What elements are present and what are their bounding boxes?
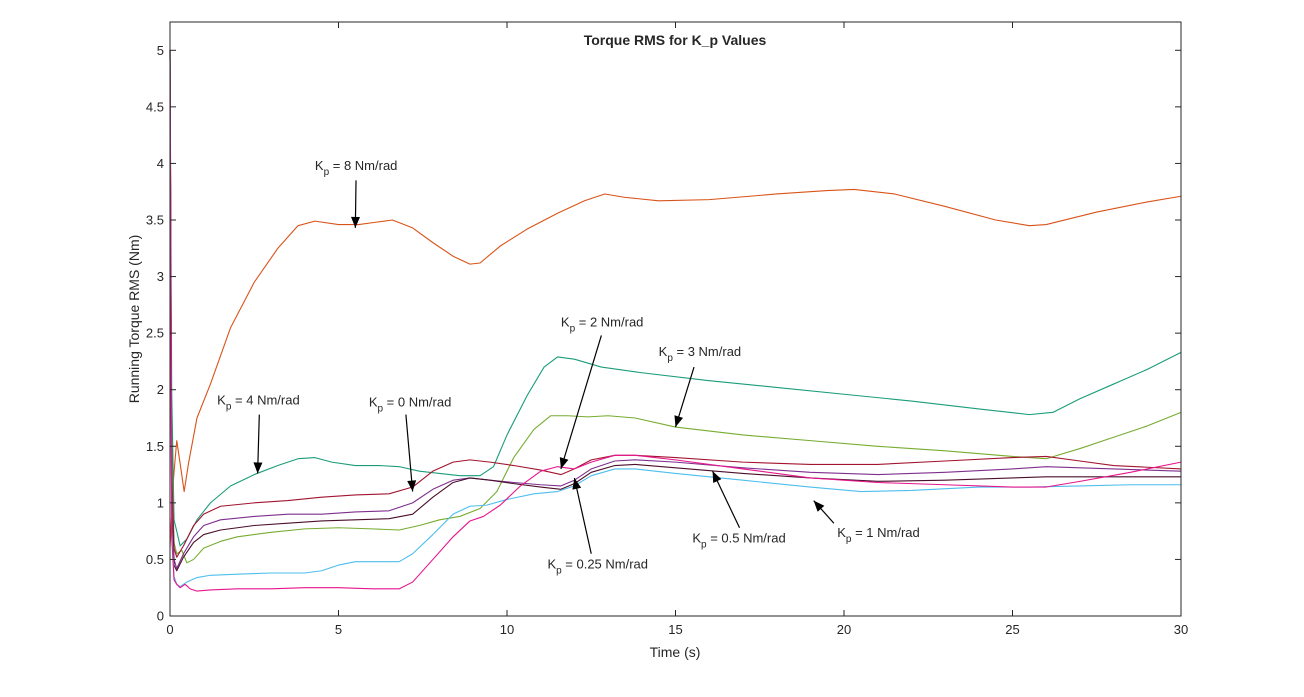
x-tick-label: 15	[668, 622, 682, 637]
series-line-6	[169, 50, 1181, 572]
y-tick-label: 0	[157, 609, 164, 624]
annotation-label-4: Kp = 2 Nm/rad	[561, 314, 644, 334]
y-tick-label: 2.5	[146, 326, 164, 341]
annotation-arrowhead-4	[559, 457, 569, 469]
annotations: Kp = 8 Nm/rad Kp = 4 Nm/rad Kp = 0 Nm/rad K…	[217, 158, 920, 576]
annotation-arrowhead-5	[674, 415, 684, 428]
series-line-8	[169, 50, 1182, 592]
annotation-arrowhead-2	[253, 462, 263, 474]
chart-title: Torque RMS for K_p Values	[584, 32, 767, 48]
annotation-label-3: Kp = 0 Nm/rad	[369, 395, 452, 415]
series-line-7	[169, 50, 1181, 588]
annotation-arrowhead-8	[813, 500, 825, 512]
x-tick-label: 0	[166, 622, 173, 637]
y-tick-label: 5	[157, 43, 164, 58]
x-tick-label: 25	[1005, 622, 1019, 637]
x-tick-label: 30	[1174, 622, 1188, 637]
x-tick-label: 20	[837, 622, 851, 637]
y-tick-label: 3.5	[146, 213, 164, 228]
annotation-label-5: Kp = 3 Nm/rad	[659, 344, 742, 364]
axis-ticks: 0 5 10 15 20 25 30 0 0.5 1 1.5 2 2.5 3 3.5 4 4.5 5	[146, 22, 1188, 637]
annotation-arrow-3	[405, 414, 414, 492]
series-lines	[169, 50, 1182, 592]
annotation-arrow-6	[573, 477, 592, 554]
y-tick-label: 2	[157, 382, 164, 397]
annotation-arrowhead-1	[351, 216, 361, 228]
x-tick-label: 10	[500, 622, 514, 637]
annotation-label-7: Kp = 0.5 Nm/rad	[692, 530, 785, 550]
annotation-label-8: Kp = 1 Nm/rad	[837, 525, 920, 545]
y-tick-label: 1.5	[146, 439, 164, 454]
annotation-label-1: Kp = 8 Nm/rad	[315, 158, 398, 178]
y-axis-label: Running Torque RMS (Nm)	[126, 235, 142, 404]
series-line-2	[169, 50, 1182, 547]
annotation-label-6: Kp = 0.25 Nm/rad	[547, 556, 648, 576]
x-axis-label: Time (s)	[650, 644, 701, 660]
series-line-5	[169, 50, 1182, 558]
y-tick-label: 1	[157, 495, 164, 510]
annotation-arrowhead-7	[712, 471, 722, 484]
y-tick-label: 4	[157, 156, 164, 171]
y-tick-label: 0.5	[146, 552, 164, 567]
y-tick-label: 4.5	[146, 99, 164, 114]
series-line-1	[169, 188, 1182, 549]
annotation-arrowhead-6	[572, 477, 582, 490]
series-line-3	[169, 50, 1182, 564]
x-tick-label: 5	[335, 622, 342, 637]
annotation-arrowhead-3	[407, 480, 417, 492]
y-tick-label: 3	[157, 269, 164, 284]
annotation-label-2: Kp = 4 Nm/rad	[217, 392, 300, 412]
annotation-arrow-4	[560, 335, 602, 470]
